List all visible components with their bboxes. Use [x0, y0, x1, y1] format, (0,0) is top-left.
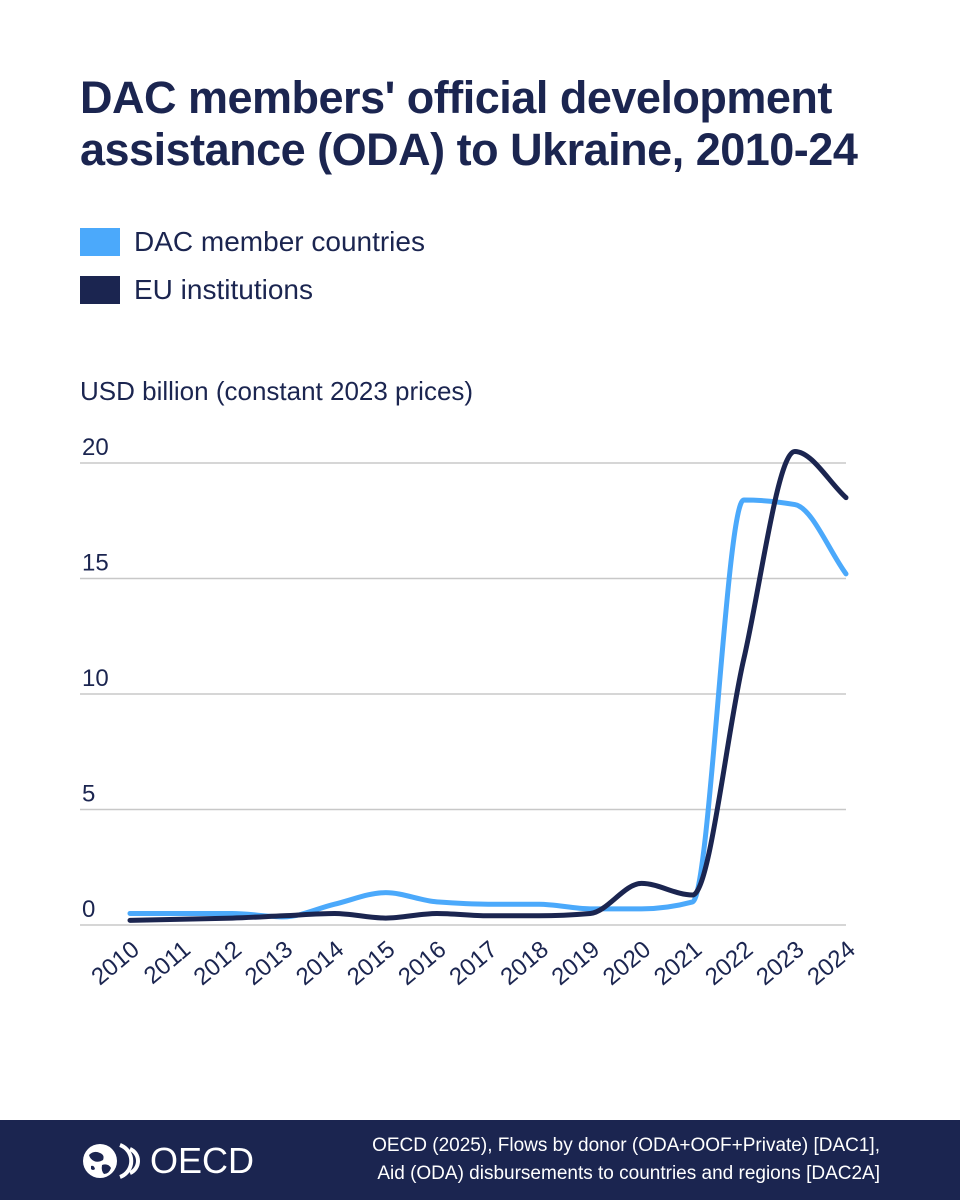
y-tick-label-5: 5: [82, 781, 95, 808]
x-tick-label-2018: 2018: [496, 936, 554, 991]
x-tick-label-2015: 2015: [342, 936, 400, 991]
legend-label-eu: EU institutions: [134, 274, 313, 305]
globe-icon: [83, 1143, 140, 1179]
x-tick-label-2023: 2023: [751, 936, 809, 991]
y-tick-label-0: 0: [82, 896, 95, 923]
source-line-1: OECD (2025), Flows by donor (ODA+OOF+Pri…: [372, 1135, 880, 1156]
x-tick-label-2019: 2019: [547, 936, 605, 991]
line-chart: 0 5 10 15 20 20102011201220132014201520162017…: [80, 434, 861, 991]
source-line-2: Aid (ODA) disbursements to countries and…: [377, 1163, 880, 1184]
legend-item-dac: DAC member countries: [80, 218, 425, 266]
oecd-logo-text: OECD: [150, 1140, 255, 1181]
y-tick-label-10: 10: [82, 665, 109, 692]
oecd-logo: OECD: [80, 1140, 254, 1182]
legend-swatch-dac: [80, 228, 120, 256]
x-tick-label-2017: 2017: [444, 936, 502, 991]
x-tick-label-2011: 2011: [139, 936, 196, 990]
y-tick-label-15: 15: [82, 550, 109, 577]
y-axis-label: USD billion (constant 2023 prices): [80, 376, 474, 406]
x-tick-label-2012: 2012: [189, 936, 247, 991]
legend: DAC member countries EU institutions: [80, 218, 425, 314]
series-line-dac-member-countries: [127, 497, 849, 920]
x-tick-label-2013: 2013: [240, 936, 298, 991]
x-tick-label-2021: 2021: [649, 936, 707, 991]
legend-item-eu: EU institutions: [80, 266, 425, 314]
x-tick-label-2024: 2024: [802, 936, 860, 991]
x-tick-label-2020: 2020: [598, 936, 656, 991]
series-line-eu-institutions: [127, 448, 849, 923]
x-tick-label-2016: 2016: [393, 936, 451, 991]
chart-title: DAC members' official development assist…: [80, 72, 858, 175]
legend-label-dac: DAC member countries: [134, 226, 425, 257]
x-tick-label-2010: 2010: [86, 936, 144, 991]
legend-swatch-eu: [80, 276, 120, 304]
source-note: OECD (2025), Flows by donor (ODA+OOF+Pri…: [372, 1132, 880, 1188]
x-tick-label-2014: 2014: [291, 936, 349, 991]
footer: OECD OECD (2025), Flows by donor (ODA+OO…: [0, 1120, 960, 1200]
y-tick-label-20: 20: [82, 434, 109, 461]
x-tick-label-2022: 2022: [700, 936, 758, 991]
